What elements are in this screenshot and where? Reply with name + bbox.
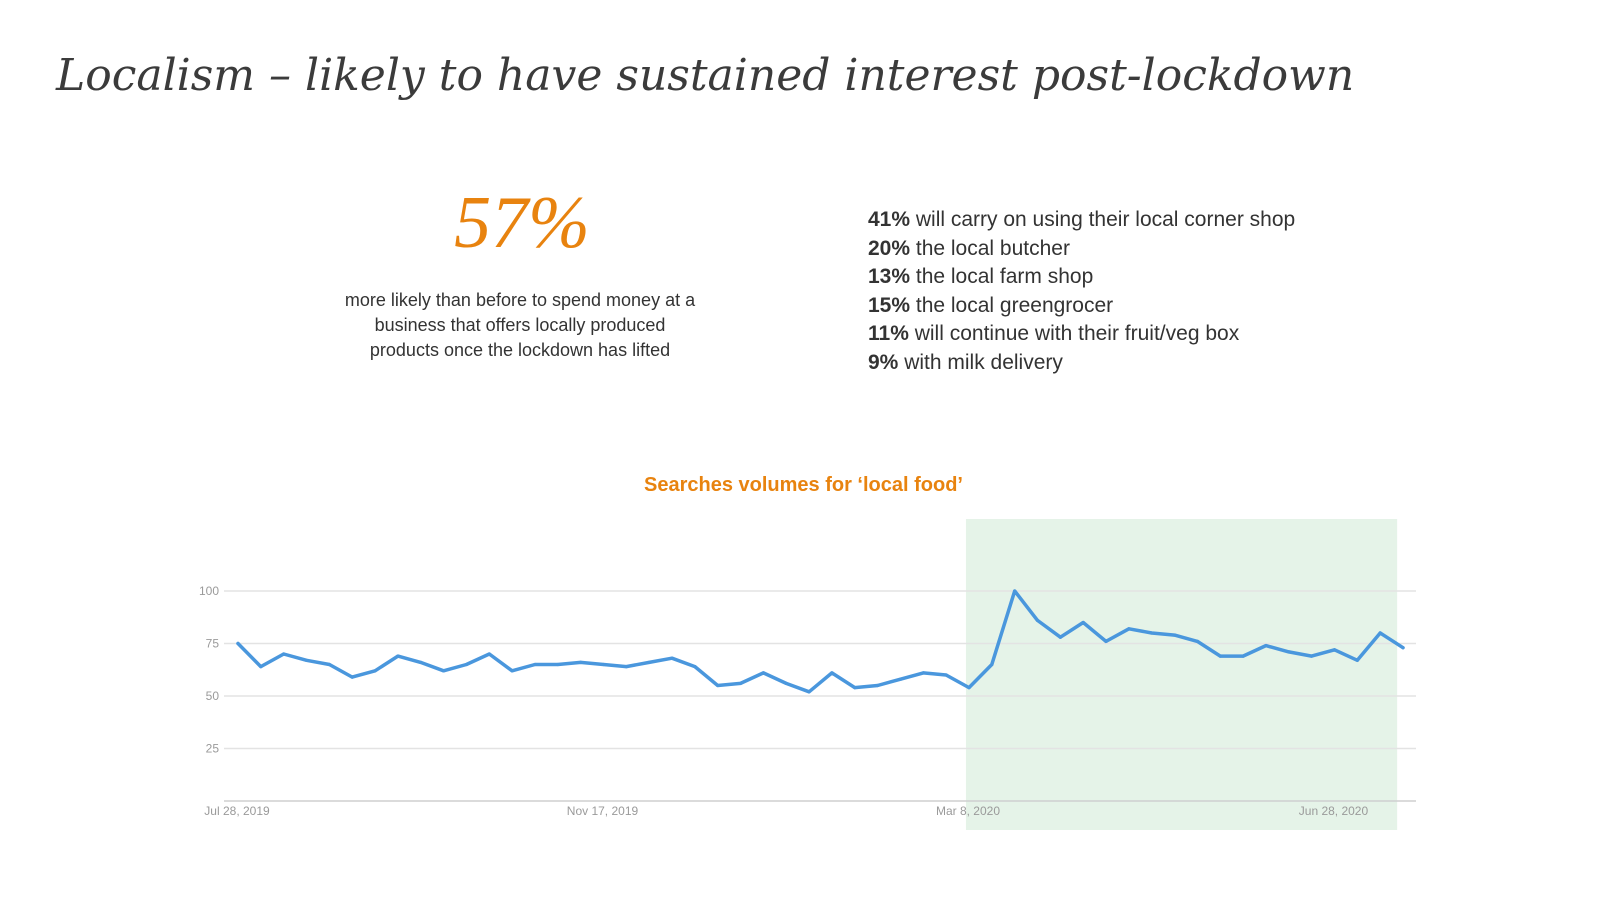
breakdown-item: 9% with milk delivery (868, 349, 1295, 378)
data-point (1013, 589, 1017, 593)
y-tick-label: 75 (206, 637, 220, 651)
data-point (304, 658, 309, 662)
breakdown-percentage: 15% (868, 293, 911, 317)
data-point (830, 671, 834, 675)
data-point (944, 673, 948, 677)
breakdown-item: 41% will carry on using their local corn… (868, 206, 1295, 235)
lockdown-highlight-region (965, 519, 1398, 830)
data-point (1241, 654, 1245, 658)
data-point (967, 686, 971, 690)
data-point (1150, 631, 1154, 635)
data-point (487, 652, 491, 656)
x-tick-label: Nov 17, 2019 (567, 804, 639, 818)
data-point (441, 669, 446, 673)
breakdown-text: with milk delivery (898, 350, 1063, 374)
description-line: business that offers locally produced (374, 315, 666, 335)
data-point (1264, 644, 1268, 648)
data-point (693, 665, 697, 669)
data-point (533, 662, 537, 667)
data-point (350, 675, 354, 679)
data-point (1332, 648, 1337, 652)
data-point (282, 652, 286, 656)
x-tick-label: Jul 28, 2019 (204, 804, 270, 818)
data-point (1218, 654, 1222, 658)
local-food-search-series-line (236, 589, 1405, 694)
data-point (1081, 620, 1085, 625)
data-point (807, 690, 811, 694)
y-tick-label: 100 (199, 584, 219, 598)
data-point (236, 641, 240, 646)
breakdown-item: 13% the local farm shop (868, 263, 1295, 292)
data-point (579, 660, 583, 665)
breakdown-text: will carry on using their local corner s… (910, 208, 1296, 231)
breakdown-percentage: 9% (868, 350, 899, 374)
y-tick-label: 50 (206, 689, 220, 703)
data-point (1287, 650, 1291, 654)
breakdown-percentage: 41% (868, 208, 911, 231)
breakdown-text: the local greengrocer (910, 293, 1114, 317)
breakdown-item: 11% will continue with their fruit/veg b… (868, 320, 1295, 349)
breakdown-item: 20% the local butcher (868, 235, 1295, 264)
data-point (624, 665, 628, 669)
data-point (1172, 633, 1177, 637)
data-point (921, 671, 925, 675)
headline-description: more likely than before to spend money a… (305, 288, 735, 363)
breakdown-text: will continue with their fruit/veg box (908, 322, 1240, 345)
data-point (1378, 631, 1382, 635)
breakdown-item: 15% the local greengrocer (868, 292, 1295, 321)
breakdown-text: the local farm shop (910, 265, 1094, 288)
data-point (396, 654, 400, 658)
data-point (761, 671, 765, 675)
data-point (647, 660, 651, 665)
data-point (784, 681, 788, 686)
data-point (990, 662, 994, 667)
data-point (1104, 639, 1108, 644)
data-point (1035, 618, 1040, 623)
data-point (1127, 627, 1131, 631)
data-point (259, 665, 263, 669)
x-tick-label: Jun 28, 2020 (1299, 804, 1369, 818)
data-point (898, 677, 903, 681)
data-point (419, 660, 423, 665)
breakdown-percentage: 13% (868, 265, 911, 288)
data-point (1355, 658, 1359, 662)
breakdown-percentage: 11% (868, 322, 909, 345)
data-point (601, 662, 606, 667)
data-point (510, 669, 514, 673)
data-point (327, 662, 331, 667)
data-point (1058, 635, 1062, 639)
description-line: products once the lockdown has lifted (369, 340, 671, 360)
data-point (716, 683, 720, 688)
local-shopping-breakdown: 41% will carry on using their local corn… (868, 206, 1295, 377)
data-point (738, 681, 743, 686)
headline-percentage: 57% (454, 182, 590, 264)
slide-title: Localism – likely to have sustained inte… (56, 50, 1355, 101)
y-tick-label: 25 (206, 742, 220, 756)
data-point (1401, 646, 1405, 650)
data-point (556, 662, 560, 667)
data-point (1195, 639, 1200, 644)
data-point (876, 683, 880, 688)
data-point (464, 662, 469, 667)
chart-title: Searches volumes for ‘local food’ (644, 474, 963, 496)
description-line: more likely than before to spend money a… (344, 290, 696, 310)
data-point (853, 686, 857, 690)
data-point (373, 669, 377, 673)
x-tick-label: Mar 8, 2020 (936, 804, 1000, 818)
breakdown-text: the local butcher (910, 236, 1070, 260)
data-point (1310, 654, 1314, 658)
data-point (670, 656, 674, 660)
breakdown-percentage: 20% (868, 236, 911, 260)
